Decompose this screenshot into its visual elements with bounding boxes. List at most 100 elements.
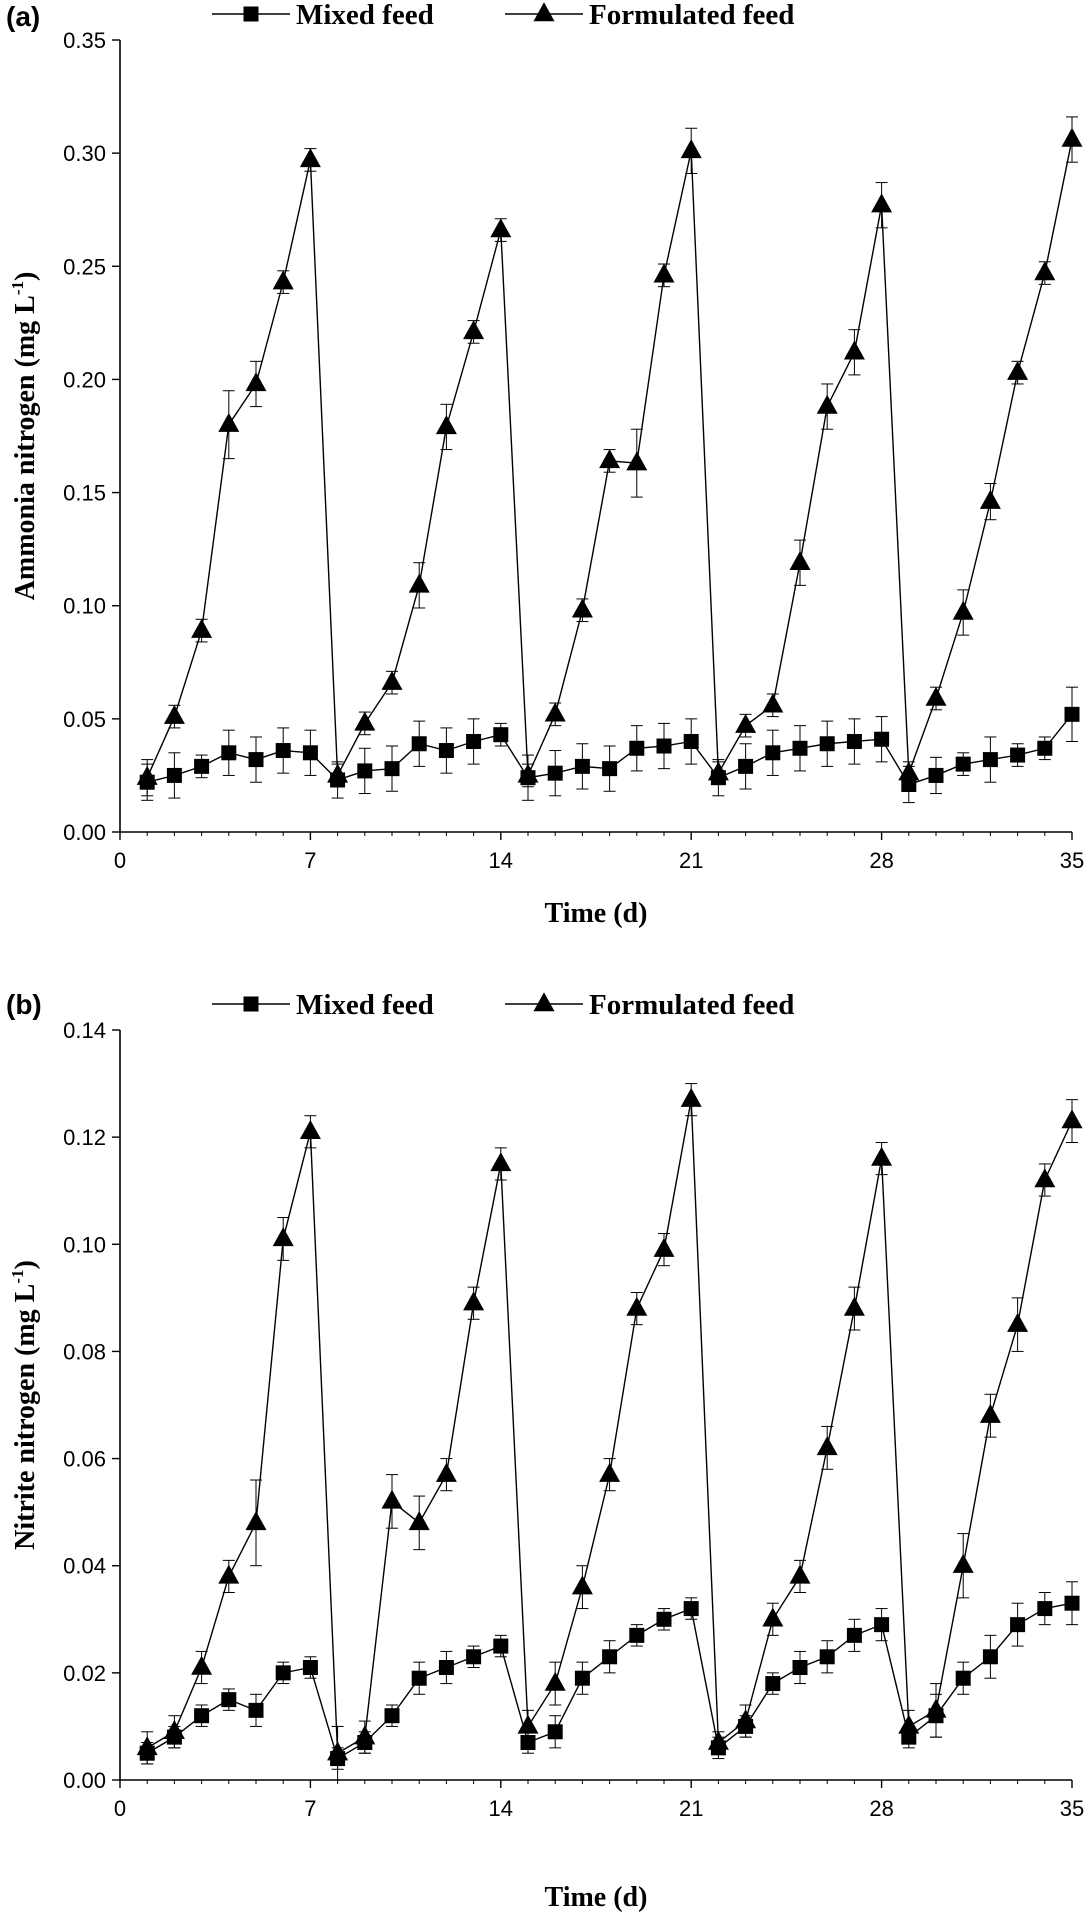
data-point	[874, 1617, 890, 1633]
y-tick-label: 0.10	[63, 594, 106, 619]
data-point	[952, 1553, 974, 1573]
data-point	[874, 731, 890, 747]
data-point	[898, 1714, 920, 1734]
data-point	[680, 139, 702, 159]
data-point	[1010, 1617, 1026, 1633]
data-point	[218, 1564, 240, 1584]
data-point	[490, 218, 512, 238]
data-point	[762, 693, 784, 713]
y-axis-title-sup: -1	[8, 281, 27, 295]
data-point	[166, 767, 182, 783]
legend-item-formulated-feed: Formulated feed	[505, 989, 794, 1021]
data-point	[846, 733, 862, 749]
data-point	[191, 1655, 213, 1675]
data-point	[136, 765, 158, 785]
legend-label: Formulated feed	[589, 0, 794, 31]
y-axis-title-main: Ammonia nitrogen (mg L	[10, 295, 41, 600]
data-point	[571, 598, 593, 618]
x-tick-label: 21	[679, 848, 703, 873]
data-point	[871, 1146, 893, 1166]
data-point	[517, 763, 539, 783]
data-point	[438, 1660, 454, 1675]
data-point	[979, 489, 1001, 509]
data-point	[707, 1730, 729, 1750]
data-point	[656, 738, 672, 754]
x-tick-label: 0	[114, 848, 126, 873]
y-axis-title-end: )	[10, 1260, 41, 1269]
series-mixed-feed	[139, 1581, 1080, 1770]
x-tick-label: 35	[1060, 848, 1084, 873]
data-point	[384, 1708, 400, 1724]
y-tick-label: 0.06	[63, 1447, 106, 1472]
data-point	[299, 1120, 321, 1140]
x-tick-label: 0	[114, 1796, 126, 1821]
data-point	[574, 1670, 590, 1686]
data-point	[792, 740, 808, 756]
legend-label: Mixed feed	[296, 0, 434, 31]
data-point	[218, 412, 240, 432]
x-tick-label: 14	[489, 848, 513, 873]
data-point	[544, 702, 566, 722]
data-point	[327, 1741, 349, 1761]
data-point	[411, 1670, 427, 1686]
data-point	[765, 745, 781, 761]
data-point	[438, 743, 454, 759]
y-axis-title: Nitrite nitrogen (mg L-1)	[8, 1260, 41, 1550]
series-mixed-feed	[139, 686, 1080, 804]
data-point	[656, 1611, 672, 1627]
data-point	[843, 1296, 865, 1316]
data-point	[221, 745, 237, 761]
y-tick-label: 0.14	[63, 1018, 106, 1043]
data-point	[245, 1511, 267, 1531]
legend-marker	[243, 996, 259, 1012]
data-point	[952, 600, 974, 620]
data-point	[327, 763, 349, 783]
data-point	[163, 1720, 185, 1740]
data-point	[245, 372, 267, 392]
x-tick-label: 14	[489, 1796, 513, 1821]
data-point	[302, 745, 318, 761]
y-tick-label: 0.15	[63, 481, 106, 506]
series-formulated-feed	[136, 116, 1083, 797]
data-point	[302, 1660, 318, 1675]
data-point	[435, 415, 457, 435]
y-axis-title-end: )	[10, 272, 41, 281]
y-tick-label: 0.02	[63, 1661, 106, 1686]
data-point	[463, 1291, 485, 1311]
data-point	[735, 1709, 757, 1729]
panel-a-ammonia-nitrogen: (a) 0.00 0.05 0.10 0.15 0.20 0.25 0.30 0.35 0 7 14 2…	[6, 0, 1084, 929]
data-point	[248, 752, 264, 768]
x-tick-label: 7	[304, 848, 316, 873]
data-point	[955, 756, 971, 772]
data-point	[789, 1564, 811, 1584]
data-point	[982, 1649, 998, 1665]
data-point	[299, 148, 321, 168]
data-point	[979, 1403, 1001, 1423]
y-tick-label: 0.12	[63, 1125, 106, 1150]
data-point	[381, 670, 403, 690]
data-point	[272, 270, 294, 290]
data-point	[626, 451, 648, 471]
data-point	[408, 1511, 430, 1531]
data-point	[683, 1601, 699, 1617]
data-point	[466, 1649, 482, 1665]
data-point	[738, 758, 754, 774]
data-point	[163, 704, 185, 724]
data-point	[381, 1489, 403, 1509]
y-tick-label: 0.25	[63, 254, 106, 279]
data-point	[547, 1724, 563, 1740]
data-point	[571, 1575, 593, 1595]
y-tick-label: 0.08	[63, 1339, 106, 1364]
data-point	[490, 1152, 512, 1172]
data-point	[653, 263, 675, 283]
legend-item-formulated-feed: Formulated feed	[505, 0, 794, 31]
legend-label: Mixed feed	[296, 989, 434, 1021]
legend-marker	[243, 6, 259, 22]
data-point	[599, 1462, 621, 1482]
data-point	[275, 1665, 291, 1681]
data-point	[735, 713, 757, 733]
data-point	[629, 740, 645, 756]
data-point	[982, 752, 998, 768]
data-point	[599, 449, 621, 469]
